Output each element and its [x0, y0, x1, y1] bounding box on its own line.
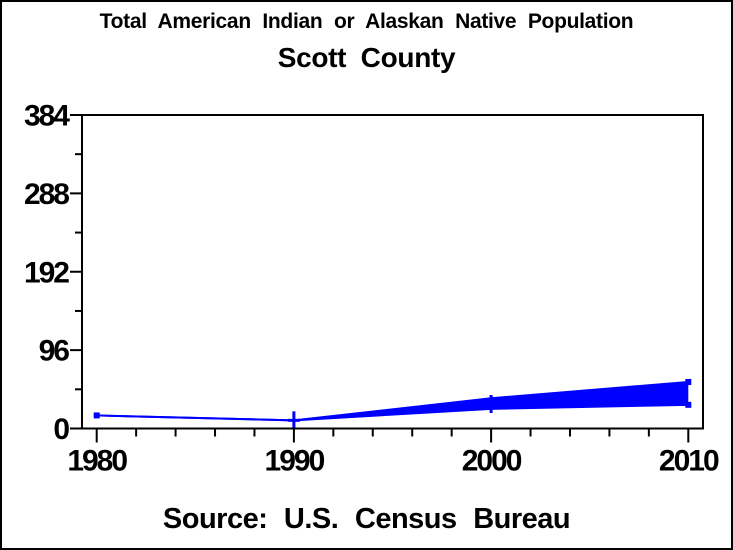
y-tick-label: 0 — [53, 413, 69, 446]
series-line-upper-bound — [96, 380, 689, 422]
x-tick-label: 1990 — [265, 445, 325, 473]
x-tick-label: 2000 — [462, 445, 522, 473]
y-tick-label: 96 — [39, 335, 70, 368]
y-tick-label: 384 — [24, 100, 70, 133]
x-tick-label: 1980 — [67, 445, 127, 473]
chart-subtitle: Scott County — [277, 42, 456, 73]
data-band — [96, 381, 689, 421]
chart-title: Total American Indian or Alaskan Native … — [99, 10, 634, 33]
data-marker-square — [93, 412, 100, 419]
source-caption: Source: U.S. Census Bureau — [162, 503, 571, 535]
y-tick-label: 192 — [24, 256, 69, 289]
x-tick-label: 2010 — [659, 445, 719, 473]
data-marker-square — [685, 378, 692, 385]
data-marker-plus — [485, 402, 498, 406]
plot-frame — [81, 114, 704, 430]
y-tick-label: 288 — [24, 178, 69, 211]
data-marker-square — [685, 401, 692, 408]
data-marker-plus — [287, 418, 300, 422]
plot-area: 0 96 192 288 384 1980 1990 2000 2010 — [24, 100, 721, 473]
